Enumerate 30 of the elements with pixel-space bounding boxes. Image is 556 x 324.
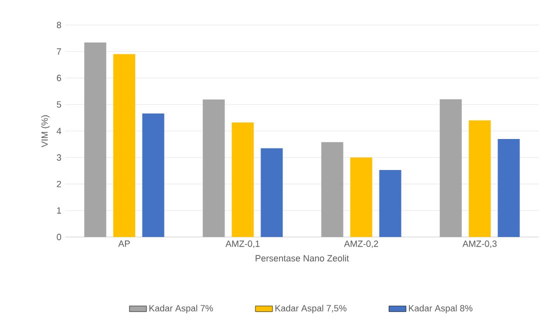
x-axis-title: Persentase Nano Zeolit <box>256 254 349 262</box>
bar <box>498 138 520 237</box>
bar <box>202 99 225 237</box>
bar <box>321 142 344 237</box>
y-tick-label: 0 <box>56 234 62 240</box>
y-tick-label: 7 <box>56 48 62 55</box>
bar <box>232 122 254 237</box>
bar <box>350 158 372 237</box>
y-tick-label: 4 <box>56 128 62 134</box>
bar <box>379 170 402 237</box>
legend-label: Kadar Aspal 7% <box>149 304 213 314</box>
y-axis-title: VIM (%) <box>41 115 50 148</box>
legend-label: Kadar Aspal 7,5% <box>275 304 346 314</box>
y-tick-label: 2 <box>56 180 62 188</box>
y-tick-label: 6 <box>56 74 62 82</box>
y-tick-label: 3 <box>56 154 62 161</box>
x-tick-label: AMZ-0,2 <box>344 240 378 248</box>
bar <box>113 54 136 237</box>
x-tick-label: AMZ-0,3 <box>462 240 497 248</box>
bar <box>260 148 283 237</box>
x-tick-label: AMZ-0,1 <box>226 240 260 248</box>
legend-label: Kadar Aspal 8% <box>408 304 472 314</box>
y-tick-label: 1 <box>57 207 62 214</box>
bar <box>142 114 164 237</box>
y-tick-label: 8 <box>56 22 62 28</box>
y-tick-label: 5 <box>56 101 62 108</box>
bar <box>440 99 462 237</box>
x-tick-label: AP <box>118 240 130 247</box>
bar <box>468 120 491 237</box>
bar <box>84 42 106 237</box>
